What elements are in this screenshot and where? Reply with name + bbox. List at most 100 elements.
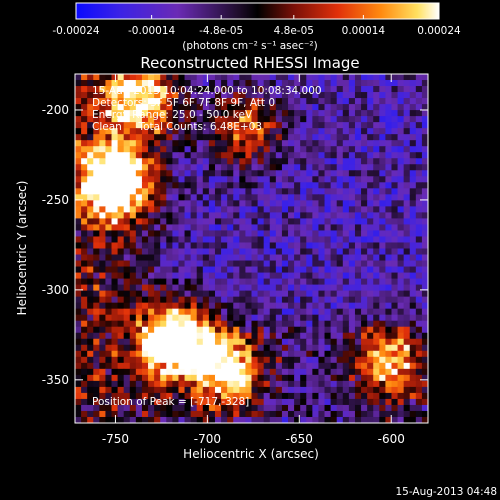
heatmap-cell [397, 194, 405, 201]
heatmap-cell [111, 416, 119, 423]
heatmap-cell [129, 200, 137, 207]
heatmap-cell [367, 140, 374, 147]
heatmap-cell [178, 362, 186, 370]
heatmap-cell [208, 194, 216, 201]
heatmap-cell [227, 416, 234, 423]
heatmap-cell [373, 194, 380, 201]
heatmap-cell [421, 398, 428, 406]
heatmap-cell [354, 122, 362, 129]
heatmap-cell [263, 170, 271, 177]
heatmap-cell [117, 404, 125, 412]
heatmap-cell [117, 104, 125, 111]
heatmap-cell [141, 356, 149, 364]
heatmap-cell [233, 260, 240, 268]
heatmap-cell [385, 122, 393, 129]
heatmap-cell [312, 242, 320, 250]
heatmap-cell [221, 110, 228, 117]
heatmap-cell [385, 266, 393, 274]
heatmap-cell [81, 152, 88, 159]
plot-frame [74, 73, 429, 424]
heatmap-cell [294, 182, 301, 189]
heatmap-cell [251, 398, 259, 406]
heatmap-cell [245, 278, 253, 286]
heatmap-cell [336, 278, 344, 286]
heatmap-cell [184, 104, 192, 111]
heatmap-cell [263, 92, 271, 99]
heatmap-cell [75, 248, 82, 256]
heatmap-cell [300, 200, 307, 207]
heatmap-cell [208, 104, 216, 111]
heatmap-cell [281, 146, 289, 153]
heatmap-cell [117, 92, 125, 99]
heatmap-cell [379, 326, 386, 334]
heatmap-cell [196, 224, 204, 232]
heatmap-cell [135, 140, 143, 147]
heatmap-cell [93, 134, 100, 141]
heatmap-cell [93, 248, 100, 256]
heatmap-cell [385, 98, 393, 105]
heatmap-cell [294, 158, 301, 165]
heatmap-cell [81, 158, 88, 165]
heatmap-cell [81, 128, 88, 135]
heatmap-cell [342, 170, 350, 177]
heatmap-cell [111, 110, 119, 117]
heatmap-cell [367, 230, 374, 238]
heatmap-cell [361, 302, 368, 310]
heatmap-cell [367, 386, 374, 394]
heatmap-cell [361, 104, 368, 111]
heatmap-cell [233, 416, 240, 423]
heatmap-cell [269, 92, 277, 99]
heatmap-cell [409, 356, 417, 364]
heatmap-cell [160, 248, 167, 256]
heatmap-cell [403, 380, 411, 388]
heatmap-cell [190, 350, 198, 358]
heatmap-cell [288, 380, 295, 388]
heatmap-cell [257, 152, 265, 159]
heatmap-cell [148, 86, 155, 93]
heatmap-cell [221, 188, 228, 195]
heatmap-cell [166, 278, 173, 286]
heatmap-cell [300, 110, 307, 117]
heatmap-cell [178, 128, 186, 135]
heatmap-cell [306, 332, 313, 340]
heatmap-cell [202, 260, 210, 268]
heatmap-cell [336, 296, 344, 304]
heatmap-cell [87, 362, 94, 370]
heatmap-cell [239, 338, 247, 346]
heatmap-cell [184, 344, 192, 352]
heatmap-cell [178, 206, 186, 213]
heatmap-cell [373, 170, 380, 177]
heatmap-cell [208, 332, 216, 340]
heatmap-cell [239, 242, 247, 250]
heatmap-cell [306, 152, 313, 159]
heatmap-cell [233, 212, 240, 220]
heatmap-cell [129, 176, 137, 183]
heatmap-cell [300, 344, 307, 352]
heatmap-cell [421, 80, 428, 87]
heatmap-cell [288, 284, 295, 292]
heatmap-cell [221, 146, 228, 153]
heatmap-cell [257, 146, 265, 153]
heatmap-cell [397, 290, 405, 298]
heatmap-cell [367, 302, 374, 310]
heatmap-cell [269, 242, 277, 250]
heatmap-cell [361, 116, 368, 123]
heatmap-cell [300, 296, 307, 304]
heatmap-cell [263, 362, 271, 370]
heatmap-cell [306, 380, 313, 388]
heatmap-cell [184, 416, 192, 423]
heatmap-cell [336, 164, 344, 171]
heatmap-cell [221, 314, 228, 322]
heatmap-cell [196, 350, 204, 358]
heatmap-cell [361, 416, 368, 423]
heatmap-cell [99, 386, 107, 394]
heatmap-cell [117, 278, 125, 286]
heatmap-cell [409, 338, 417, 346]
heatmap-cell [251, 302, 259, 310]
heatmap-cell [166, 122, 173, 129]
heatmap-cell [148, 362, 155, 370]
heatmap-cell [421, 116, 428, 123]
heatmap-cell [81, 368, 88, 376]
heatmap-cell [87, 254, 94, 262]
heatmap-cell [166, 104, 173, 111]
